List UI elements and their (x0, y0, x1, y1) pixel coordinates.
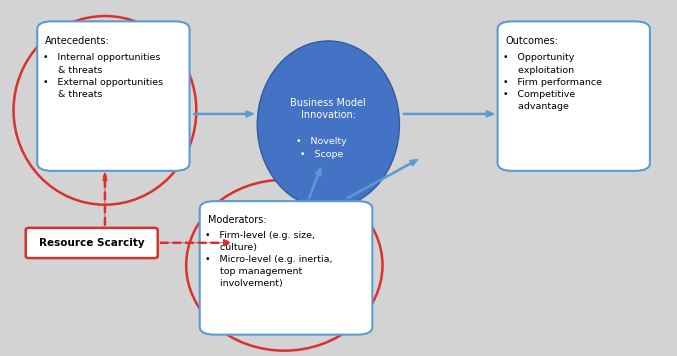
FancyBboxPatch shape (26, 228, 158, 258)
Text: •   Firm-level (e.g. size,
     culture)
•   Micro-level (e.g. inertia,
     top: • Firm-level (e.g. size, culture) • Micr… (205, 231, 332, 288)
FancyArrowPatch shape (194, 111, 253, 117)
Text: •   Novelty
•   Scope: • Novelty • Scope (297, 137, 347, 158)
FancyBboxPatch shape (200, 201, 372, 335)
Ellipse shape (186, 180, 383, 351)
Text: •   Internal opportunities
     & threats
•   External opportunities
     & thre: • Internal opportunities & threats • Ext… (43, 53, 162, 99)
FancyArrowPatch shape (403, 111, 494, 117)
FancyBboxPatch shape (37, 21, 190, 171)
Text: Moderators:: Moderators: (208, 215, 267, 225)
Text: Business Model
Innovation:: Business Model Innovation: (290, 98, 366, 120)
FancyBboxPatch shape (498, 21, 650, 171)
Ellipse shape (14, 16, 196, 205)
FancyArrowPatch shape (160, 240, 231, 246)
Ellipse shape (257, 41, 399, 208)
Text: Outcomes:: Outcomes: (506, 36, 559, 46)
Text: •   Opportunity
     exploitation
•   Firm performance
•   Competitive
     adva: • Opportunity exploitation • Firm perfor… (503, 53, 602, 111)
FancyArrowPatch shape (102, 174, 108, 225)
FancyArrowPatch shape (347, 160, 417, 198)
FancyArrowPatch shape (309, 168, 321, 199)
Text: Antecedents:: Antecedents: (45, 36, 110, 46)
Text: Resource Scarcity: Resource Scarcity (39, 238, 145, 248)
